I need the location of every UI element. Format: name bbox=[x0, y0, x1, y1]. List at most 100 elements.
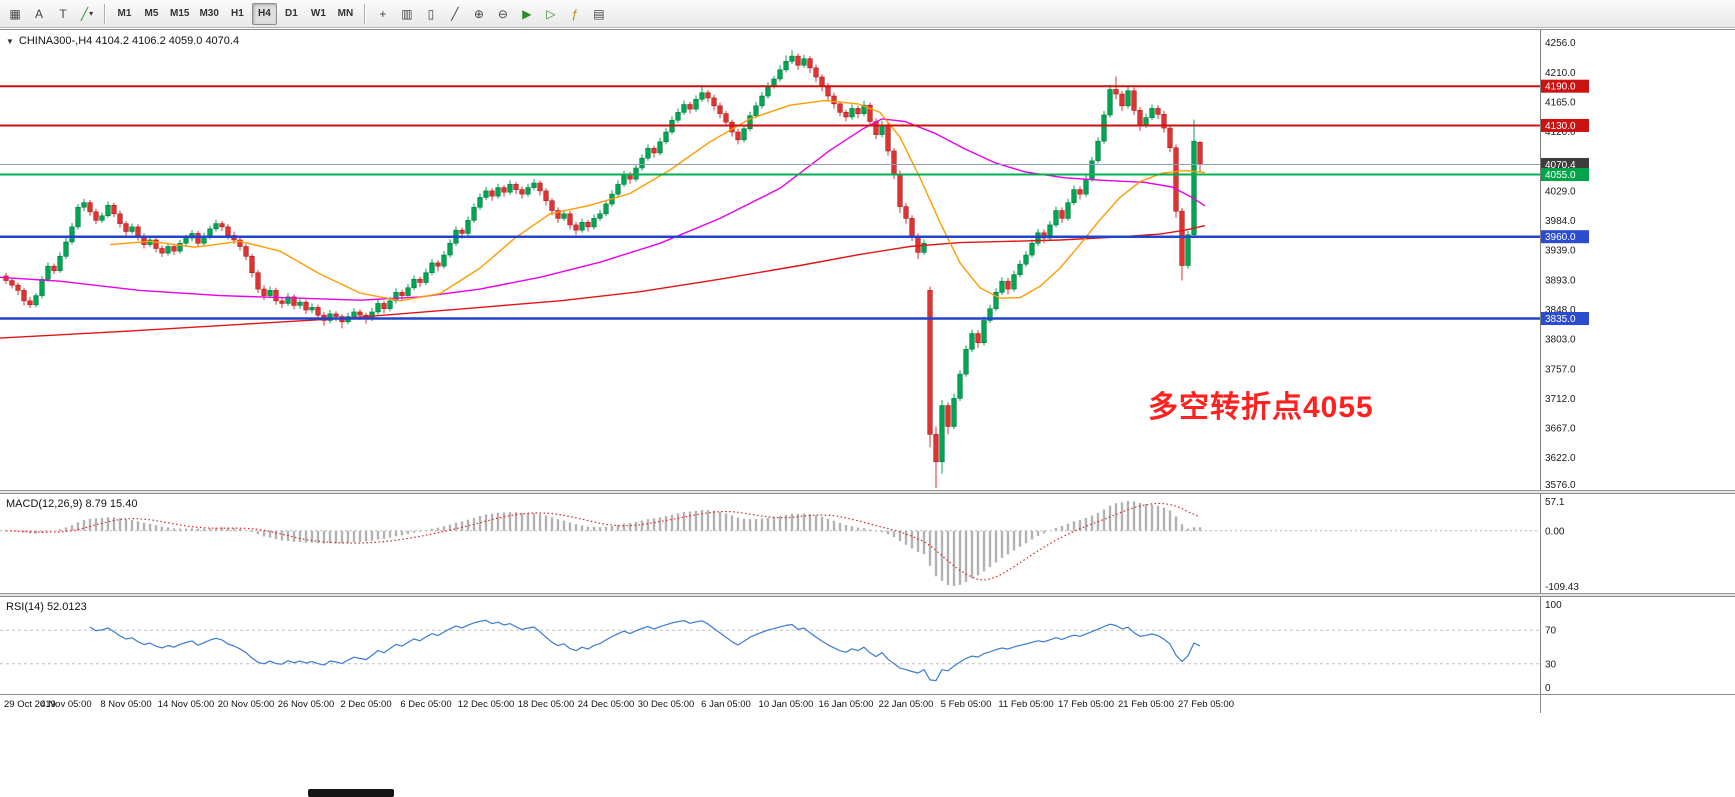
new-order-icon[interactable]: + bbox=[372, 3, 394, 25]
price-tick-label: 4210.0 bbox=[1545, 68, 1576, 79]
time-label: 26 Nov 05:00 bbox=[277, 699, 335, 710]
timeframe-m1-button[interactable]: M1 bbox=[112, 3, 137, 25]
rsi-panel[interactable]: 100 70 30 0 RSI(14) 52.0123 bbox=[0, 596, 1735, 694]
candle-body bbox=[1089, 160, 1095, 180]
macd-panel[interactable]: 57.1 0.00 -109.43 MACD(12,26,9) 8.79 15.40 bbox=[0, 493, 1735, 593]
candle-body bbox=[273, 290, 279, 302]
candle-body bbox=[1197, 142, 1203, 165]
candle-body bbox=[741, 128, 747, 141]
candle-body bbox=[933, 434, 939, 463]
candle-body bbox=[921, 242, 927, 253]
panel-splitter[interactable] bbox=[0, 490, 1735, 493]
time-label: 16 Jan 05:00 bbox=[818, 699, 874, 710]
candle-body bbox=[1011, 274, 1017, 290]
timeframe-mn-button[interactable]: MN bbox=[333, 3, 358, 25]
panel-splitter[interactable] bbox=[0, 593, 1735, 596]
candle-body bbox=[255, 272, 261, 290]
candle-body bbox=[753, 105, 759, 116]
draw-tools-button[interactable]: ╱ ▾ bbox=[76, 3, 98, 25]
candle-body bbox=[411, 278, 417, 289]
timeframe-m15-button[interactable]: M15 bbox=[166, 3, 193, 25]
candle-body bbox=[819, 76, 825, 87]
candle-body bbox=[519, 189, 525, 195]
candle-body bbox=[693, 98, 699, 110]
zoom-out-icon[interactable]: ⊖ bbox=[492, 3, 514, 25]
time-label: 12 Dec 05:00 bbox=[457, 699, 515, 710]
price-tick-label: 3757.0 bbox=[1545, 365, 1576, 376]
chart-shift-icon[interactable]: ▷ bbox=[540, 3, 562, 25]
candle-body bbox=[225, 226, 231, 236]
candle-body bbox=[1143, 117, 1149, 126]
candle-body bbox=[219, 223, 225, 228]
collapse-chart-icon[interactable]: ▼ bbox=[6, 36, 14, 46]
candle-body bbox=[717, 105, 723, 114]
line-chart-icon[interactable]: ╱ bbox=[444, 3, 466, 25]
candle-body bbox=[105, 204, 111, 217]
candle-body bbox=[663, 131, 669, 143]
candle-body bbox=[603, 203, 609, 215]
bar-chart-icon[interactable]: ▥ bbox=[396, 3, 418, 25]
candle-body bbox=[45, 265, 51, 280]
candle-body bbox=[1035, 232, 1041, 244]
candle-body bbox=[393, 292, 399, 302]
candle-body bbox=[597, 213, 603, 219]
candlestick-chart-icon[interactable]: ▯ bbox=[420, 3, 442, 25]
price-tick-label: 3984.0 bbox=[1545, 216, 1576, 227]
macd-label: MACD(12,26,9) 8.79 15.40 bbox=[6, 498, 138, 510]
candle-body bbox=[15, 284, 21, 291]
rsi-tick-label: 30 bbox=[1545, 659, 1557, 670]
templates-icon[interactable]: ▤ bbox=[588, 3, 610, 25]
price-tick-label: 4256.0 bbox=[1545, 38, 1576, 49]
text-tool-button[interactable]: A bbox=[28, 3, 50, 25]
macd-tick-label: -109.43 bbox=[1545, 582, 1579, 593]
candle-body bbox=[375, 303, 381, 313]
time-label: 2 Dec 05:00 bbox=[340, 699, 392, 710]
candle-body bbox=[465, 220, 471, 234]
auto-scroll-icon[interactable]: ▶ bbox=[516, 3, 538, 25]
slow-ma-line bbox=[0, 224, 1206, 339]
bid-price-badge bbox=[1541, 157, 1589, 171]
timeframe-h1-button[interactable]: H1 bbox=[225, 3, 250, 25]
candle-body bbox=[477, 197, 483, 208]
candle-body bbox=[993, 292, 999, 309]
time-label: 6 Jan 05:00 bbox=[701, 699, 751, 710]
candle-body bbox=[1041, 232, 1047, 239]
rsi-canvas[interactable]: 100 70 30 0 bbox=[0, 597, 1735, 694]
macd-canvas[interactable]: 57.1 0.00 -109.43 bbox=[0, 494, 1735, 593]
type-tool-button[interactable]: T bbox=[52, 3, 74, 25]
time-axis[interactable]: 29 Oct 2019 4 Nov 05:00 8 Nov 05:00 14 Nov … bbox=[0, 694, 1735, 713]
candle-body bbox=[63, 241, 69, 257]
rsi-tick-label: 70 bbox=[1545, 626, 1557, 637]
candle-body bbox=[285, 296, 291, 304]
candle-body bbox=[969, 333, 975, 350]
candle-body bbox=[1017, 263, 1023, 275]
indicators-icon[interactable]: ƒ bbox=[564, 3, 586, 25]
resistance-4190-badge-text: 4190.0 bbox=[1545, 82, 1576, 93]
candle-body bbox=[705, 92, 711, 99]
bid-price-badge-text: 4070.4 bbox=[1545, 160, 1576, 171]
candle-body bbox=[69, 226, 75, 243]
time-label: 20 Nov 05:00 bbox=[217, 699, 275, 710]
candle-body bbox=[1161, 114, 1167, 129]
timeframe-m30-button[interactable]: M30 bbox=[195, 3, 222, 25]
price-tick-label: 3893.0 bbox=[1545, 276, 1576, 287]
candle-body bbox=[123, 223, 129, 232]
timeframe-m5-button[interactable]: M5 bbox=[139, 3, 164, 25]
candle-body bbox=[297, 301, 303, 306]
time-label: 14 Nov 05:00 bbox=[157, 699, 215, 710]
trendline-icon: ╱ bbox=[80, 6, 89, 21]
rsi-label: RSI(14) 52.0123 bbox=[6, 601, 87, 613]
timeframe-w1-button[interactable]: W1 bbox=[306, 3, 331, 25]
zoom-in-icon[interactable]: ⊕ bbox=[468, 3, 490, 25]
timeframe-d1-button[interactable]: D1 bbox=[279, 3, 304, 25]
main-chart-canvas[interactable]: 4256.0 4210.0 4165.0 4120.0 4029.0 3984.0 3939… bbox=[0, 30, 1735, 491]
candle-body bbox=[1053, 210, 1059, 226]
candle-body bbox=[501, 187, 507, 193]
candle-body bbox=[57, 256, 63, 272]
symbols-grid-icon[interactable]: ▦ bbox=[4, 3, 26, 25]
time-label: 18 Dec 05:00 bbox=[517, 699, 575, 710]
main-chart-panel[interactable]: 4256.0 4210.0 4165.0 4120.0 4029.0 3984.0 3939… bbox=[0, 29, 1735, 491]
candle-body bbox=[1083, 178, 1089, 195]
timeframe-h4-button[interactable]: H4 bbox=[251, 2, 277, 25]
candle-body bbox=[159, 248, 165, 254]
